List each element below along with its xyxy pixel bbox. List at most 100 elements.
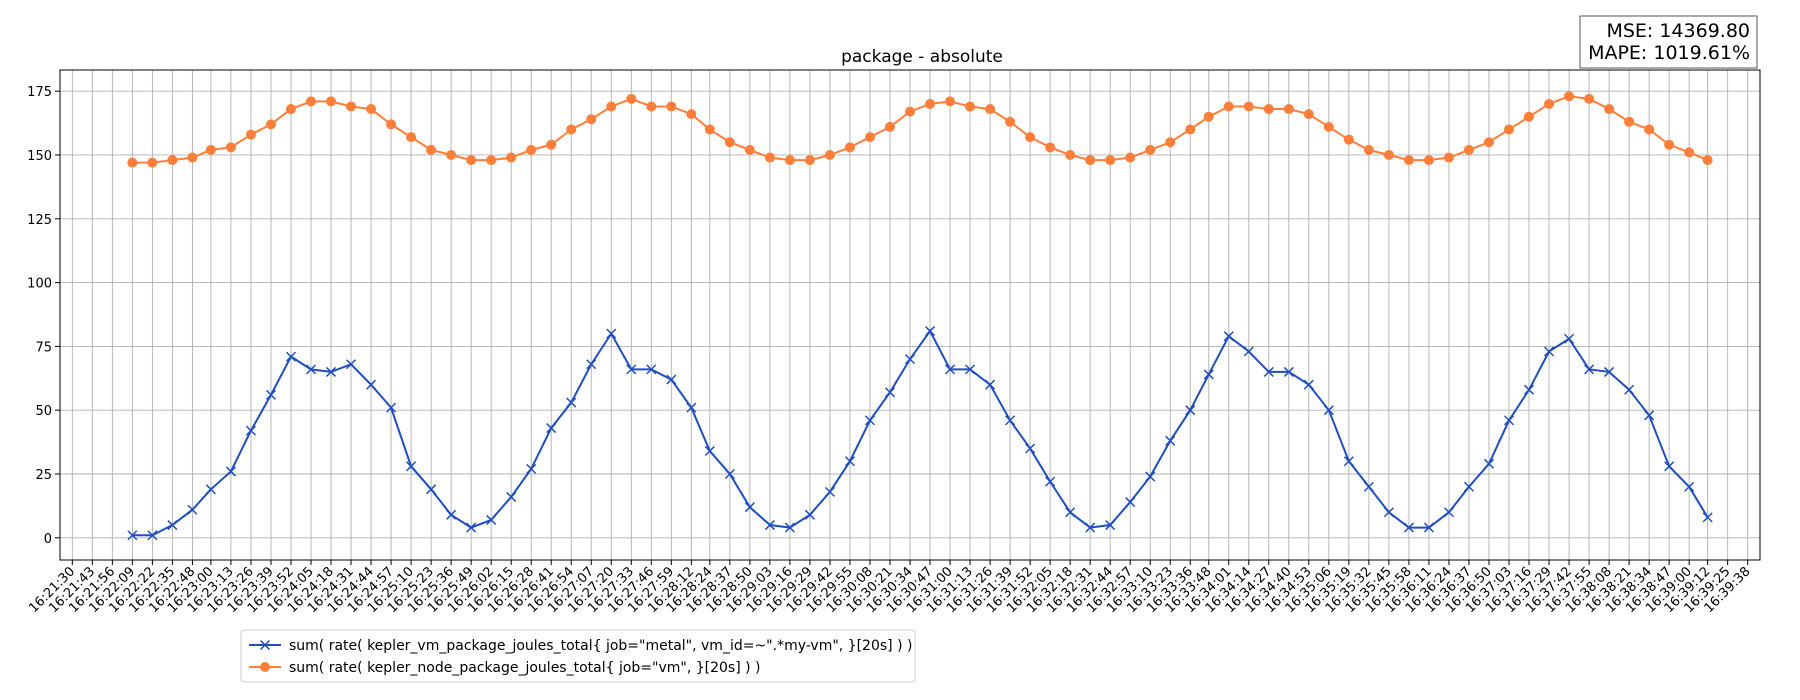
marker bbox=[566, 124, 577, 135]
marker bbox=[606, 101, 617, 112]
series bbox=[127, 326, 1713, 541]
y-tick-label: 150 bbox=[27, 149, 52, 164]
y-tick-label: 100 bbox=[27, 277, 52, 292]
marker bbox=[1203, 369, 1214, 380]
marker bbox=[985, 379, 996, 390]
marker bbox=[1423, 522, 1434, 533]
marker bbox=[1584, 93, 1595, 104]
marker bbox=[446, 149, 457, 160]
marker bbox=[1105, 155, 1116, 166]
marker bbox=[386, 119, 397, 130]
marker bbox=[1203, 111, 1214, 122]
marker bbox=[1105, 520, 1116, 531]
marker bbox=[225, 466, 236, 477]
marker bbox=[1005, 415, 1016, 426]
marker bbox=[1664, 139, 1675, 150]
marker bbox=[1443, 507, 1454, 518]
marker bbox=[265, 389, 276, 400]
marker bbox=[1564, 333, 1575, 344]
marker bbox=[526, 463, 537, 474]
marker bbox=[1383, 149, 1394, 160]
marker bbox=[626, 93, 637, 104]
marker bbox=[1085, 155, 1096, 166]
marker bbox=[1463, 481, 1475, 492]
marker bbox=[784, 155, 795, 166]
marker bbox=[1243, 101, 1254, 112]
marker bbox=[884, 121, 895, 132]
marker bbox=[187, 152, 198, 163]
marker bbox=[924, 326, 936, 337]
marker bbox=[704, 124, 715, 135]
marker bbox=[1185, 405, 1196, 416]
marker bbox=[1684, 481, 1695, 492]
marker bbox=[1223, 101, 1234, 112]
marker bbox=[1363, 144, 1374, 155]
marker bbox=[1065, 507, 1076, 518]
marker bbox=[764, 520, 775, 531]
marker bbox=[1145, 471, 1156, 482]
marker bbox=[366, 104, 377, 115]
marker bbox=[1065, 149, 1076, 160]
marker bbox=[205, 484, 216, 495]
marker bbox=[1343, 456, 1354, 467]
marker bbox=[260, 662, 270, 672]
marker bbox=[1702, 155, 1713, 166]
marker bbox=[486, 514, 497, 525]
marker bbox=[724, 468, 735, 480]
marker bbox=[724, 137, 735, 148]
marker bbox=[1423, 155, 1434, 166]
marker bbox=[925, 98, 936, 109]
marker bbox=[586, 114, 597, 125]
marker bbox=[1604, 366, 1615, 377]
marker bbox=[1283, 366, 1294, 377]
y-tick-label: 0 bbox=[44, 532, 52, 547]
y-tick-label: 125 bbox=[27, 213, 52, 228]
marker bbox=[187, 504, 198, 515]
marker bbox=[1363, 481, 1374, 492]
marker bbox=[406, 132, 417, 143]
marker bbox=[1544, 346, 1555, 357]
marker bbox=[225, 142, 236, 153]
marker bbox=[1045, 142, 1056, 153]
marker bbox=[606, 328, 617, 339]
marker bbox=[1524, 111, 1535, 122]
metrics-box bbox=[1579, 15, 1758, 69]
marker bbox=[325, 366, 337, 377]
mse-annotation: MSE: 14369.80 bbox=[1606, 20, 1750, 42]
marker bbox=[1165, 435, 1176, 446]
marker bbox=[1483, 458, 1495, 469]
marker bbox=[546, 423, 557, 434]
marker bbox=[744, 502, 755, 513]
marker bbox=[965, 364, 976, 375]
marker bbox=[526, 144, 537, 155]
marker bbox=[1584, 364, 1595, 375]
marker bbox=[1323, 121, 1334, 132]
marker bbox=[1503, 415, 1515, 426]
marker bbox=[1564, 91, 1575, 102]
marker bbox=[1403, 155, 1414, 166]
marker bbox=[406, 461, 417, 472]
marker bbox=[1343, 134, 1354, 145]
marker bbox=[147, 530, 158, 541]
plot-frame bbox=[59, 69, 1761, 561]
marker bbox=[1303, 379, 1314, 390]
marker bbox=[666, 101, 677, 112]
series bbox=[127, 91, 1713, 168]
marker bbox=[205, 144, 216, 155]
marker bbox=[426, 144, 437, 155]
marker bbox=[784, 522, 795, 533]
legend-label: sum( rate( kepler_node_package_joules_to… bbox=[289, 660, 761, 676]
mape-annotation: MAPE: 1019.61% bbox=[1588, 42, 1750, 64]
chart-title: package - absolute bbox=[841, 47, 1003, 67]
marker bbox=[285, 351, 297, 362]
marker bbox=[965, 101, 976, 112]
marker bbox=[386, 402, 397, 413]
marker bbox=[1243, 346, 1254, 357]
marker bbox=[1483, 137, 1494, 148]
marker bbox=[1664, 461, 1675, 472]
marker bbox=[305, 364, 317, 375]
marker bbox=[127, 157, 138, 168]
marker bbox=[1644, 410, 1655, 421]
marker bbox=[824, 149, 835, 160]
marker bbox=[1702, 512, 1713, 523]
